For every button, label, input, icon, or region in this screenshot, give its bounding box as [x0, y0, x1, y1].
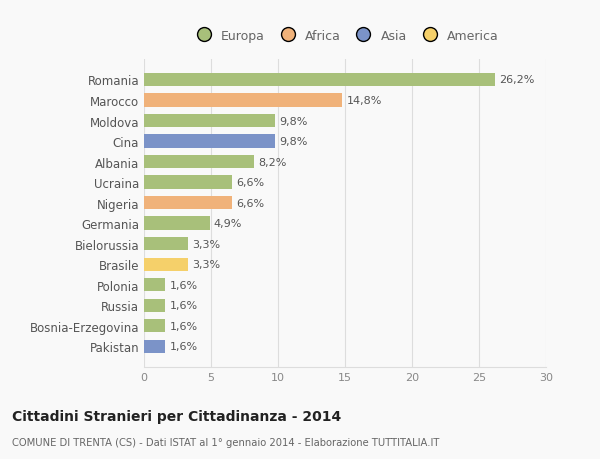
- Text: 3,3%: 3,3%: [192, 260, 220, 269]
- Text: COMUNE DI TRENTA (CS) - Dati ISTAT al 1° gennaio 2014 - Elaborazione TUTTITALIA.: COMUNE DI TRENTA (CS) - Dati ISTAT al 1°…: [12, 437, 439, 447]
- Text: 9,8%: 9,8%: [280, 137, 308, 147]
- Text: 1,6%: 1,6%: [169, 321, 197, 331]
- Text: 4,9%: 4,9%: [214, 218, 242, 229]
- Bar: [144, 176, 232, 190]
- Legend: Europa, Africa, Asia, America: Europa, Africa, Asia, America: [187, 26, 503, 46]
- Bar: [144, 73, 495, 87]
- Text: 6,6%: 6,6%: [236, 178, 265, 188]
- Text: 1,6%: 1,6%: [169, 280, 197, 290]
- Bar: [144, 299, 166, 312]
- Bar: [144, 340, 166, 353]
- Text: 14,8%: 14,8%: [346, 96, 382, 106]
- Bar: [144, 319, 166, 333]
- Text: 26,2%: 26,2%: [499, 75, 535, 85]
- Bar: [144, 135, 275, 148]
- Text: 6,6%: 6,6%: [236, 198, 265, 208]
- Bar: [144, 196, 232, 210]
- Text: 1,6%: 1,6%: [169, 341, 197, 352]
- Text: 8,2%: 8,2%: [258, 157, 286, 167]
- Bar: [144, 237, 188, 251]
- Text: Cittadini Stranieri per Cittadinanza - 2014: Cittadini Stranieri per Cittadinanza - 2…: [12, 409, 341, 423]
- Bar: [144, 94, 343, 107]
- Bar: [144, 115, 275, 128]
- Text: 3,3%: 3,3%: [192, 239, 220, 249]
- Bar: [144, 217, 209, 230]
- Bar: [144, 279, 166, 292]
- Text: 9,8%: 9,8%: [280, 116, 308, 126]
- Text: 1,6%: 1,6%: [169, 301, 197, 311]
- Bar: [144, 156, 254, 169]
- Bar: [144, 258, 188, 271]
